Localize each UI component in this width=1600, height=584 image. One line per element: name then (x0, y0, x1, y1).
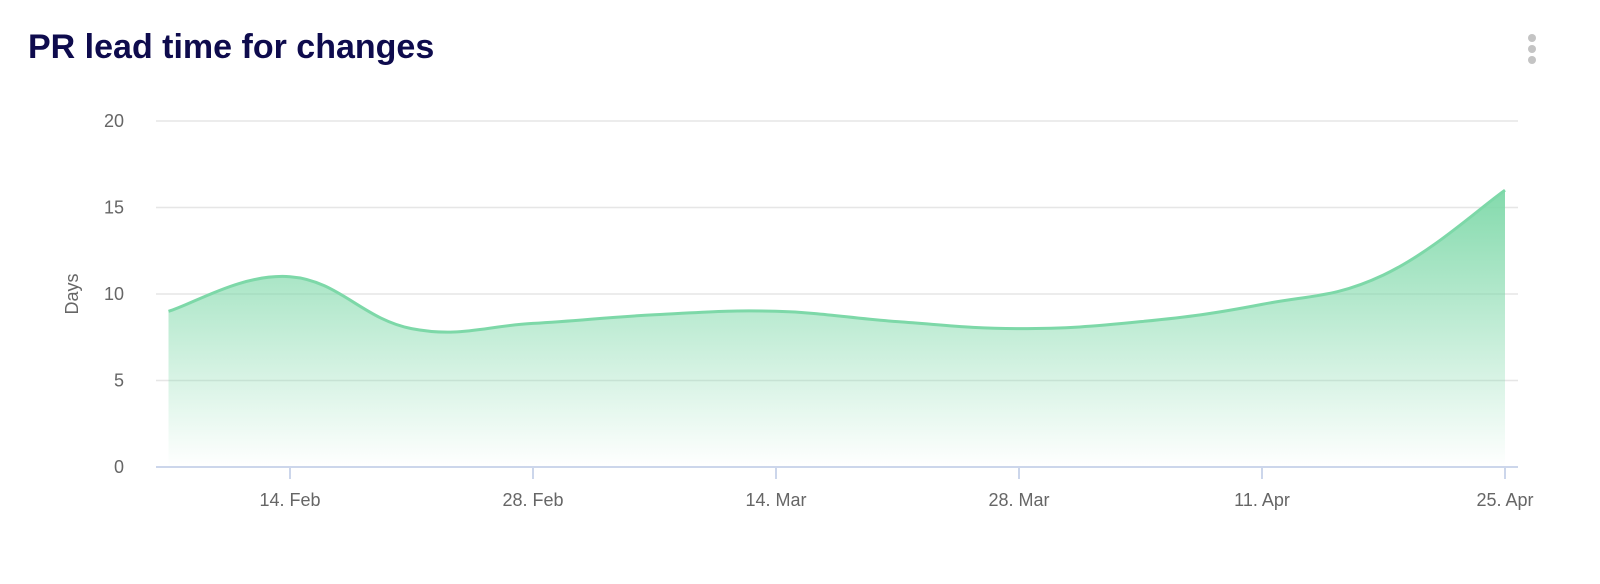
y-tick-label: 20 (104, 111, 124, 131)
y-tick-label: 15 (104, 198, 124, 218)
y-tick-label: 10 (104, 284, 124, 304)
y-axis-label: Days (62, 273, 82, 314)
x-tick-label: 28. Feb (502, 490, 563, 510)
x-tick-label: 11. Apr (1234, 490, 1290, 510)
x-tick-label: 14. Mar (745, 490, 806, 510)
y-tick-label: 0 (114, 457, 124, 477)
x-tick-label: 25. Apr (1476, 490, 1533, 510)
x-tick-label: 28. Mar (988, 490, 1049, 510)
y-tick-label: 5 (114, 371, 124, 391)
kebab-menu-icon[interactable] (1524, 34, 1540, 66)
chart-title: PR lead time for changes (28, 28, 435, 66)
area-fill (168, 190, 1505, 467)
series-line (168, 188, 1506, 334)
x-tick-label: 14. Feb (259, 490, 320, 510)
